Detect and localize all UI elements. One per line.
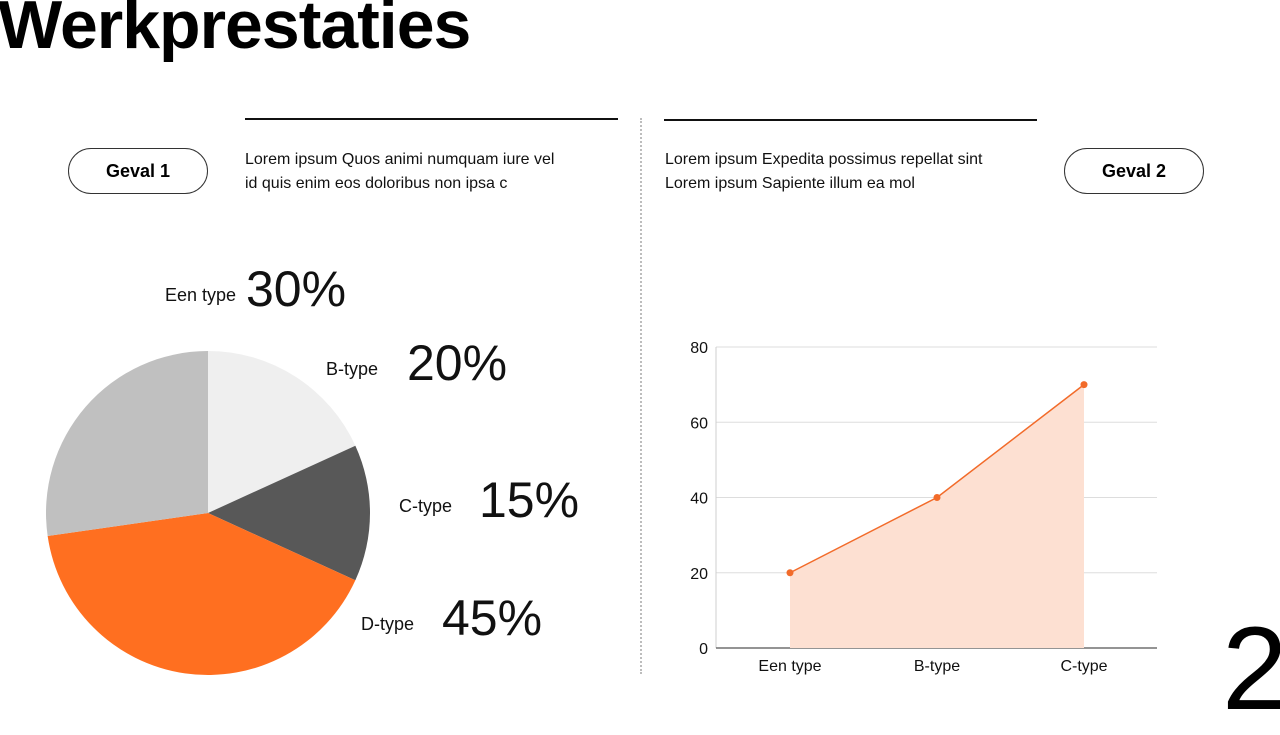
svg-text:C-type: C-type [1060, 658, 1107, 675]
pie-slice-b-type [208, 351, 356, 513]
case-2-line-2: Lorem ipsum Sapiente illum ea mol [665, 175, 915, 192]
pie-label-b-type: B-type [326, 359, 379, 379]
svg-text:Een type: Een type [758, 658, 821, 675]
pie-label-c-type: C-type [399, 496, 453, 516]
case-1-badge: Geval 1 [68, 148, 208, 194]
page-title: Werkprestaties [0, 0, 471, 63]
pie-value-b-type: 20% [407, 335, 508, 391]
data-point [1080, 381, 1088, 389]
vertical-divider [640, 118, 642, 674]
divider-line-right [664, 119, 1037, 121]
data-point [933, 494, 941, 501]
case-1-line-2: id quis enim eos doloribus non ipsa c [245, 175, 508, 192]
case-1-description: Lorem ipsum Quos animi numquam iure vel … [245, 148, 554, 196]
pie-slice-een-type [46, 351, 208, 537]
pie-label-d-type: D-type [361, 614, 415, 634]
pie-value-een-type: 30% [246, 261, 347, 317]
pie-value-d-type: 45% [442, 590, 543, 646]
area-chart: 0 20 40 60 80 Een type B-type C-type [690, 340, 1157, 675]
pie-slice-c-type [208, 445, 370, 581]
svg-text:20: 20 [690, 566, 708, 583]
case-2-description: Lorem ipsum Expedita possimus repellat s… [665, 148, 982, 196]
svg-text:B-type: B-type [914, 658, 960, 675]
svg-text:40: 40 [690, 491, 708, 508]
svg-text:0: 0 [699, 641, 708, 658]
svg-text:80: 80 [690, 340, 708, 357]
pie-chart [46, 351, 370, 675]
svg-text:60: 60 [690, 415, 708, 432]
pie-value-c-type: 15% [479, 472, 580, 528]
data-point [786, 569, 794, 577]
page-number: 2 [1222, 603, 1280, 735]
case-2-badge: Geval 2 [1064, 148, 1204, 194]
case-1-line-1: Lorem ipsum Quos animi numquam iure vel [245, 151, 555, 168]
pie-label-een-type: Een type [165, 285, 237, 305]
pie-slice-d-type [47, 513, 356, 675]
case-2-line-1: Lorem ipsum Expedita possimus repellat s… [665, 151, 983, 168]
divider-line-left [245, 118, 618, 120]
